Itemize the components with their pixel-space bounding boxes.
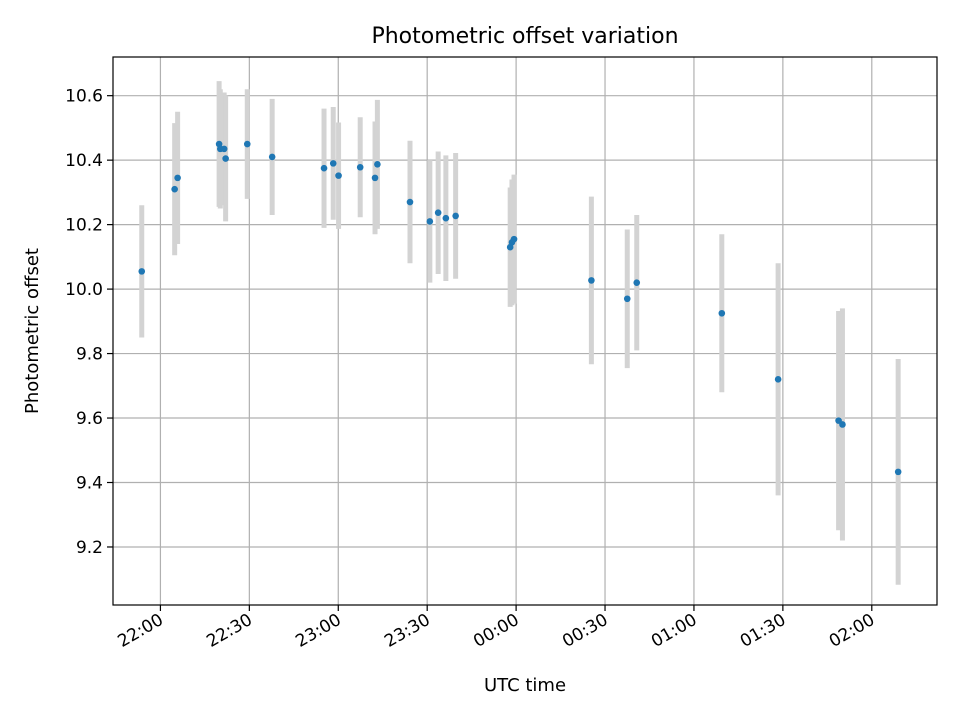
data-point — [633, 279, 641, 286]
data-point — [174, 174, 181, 182]
y-tick-label: 9.8 — [76, 345, 103, 365]
data-point — [894, 468, 902, 476]
plot-frame — [112, 56, 938, 606]
data-point — [510, 235, 518, 243]
data-point — [220, 145, 228, 153]
data-point — [138, 268, 146, 275]
y-tick-label: 9.4 — [76, 474, 103, 494]
grid — [113, 57, 937, 605]
y-tick-label: 9.2 — [76, 538, 103, 558]
data-point — [623, 295, 631, 303]
data-point — [222, 155, 229, 162]
data-point — [329, 160, 337, 167]
data-points — [138, 140, 902, 476]
data-point — [774, 376, 782, 383]
data-point — [426, 218, 434, 225]
y-axis-label: Photometric offset — [22, 248, 43, 414]
data-point — [442, 214, 450, 222]
y-axis-ticks: 9.2 9.4 9.6 9.8 10.0 10.2 10.4 10.6 — [65, 87, 113, 558]
data-point — [406, 198, 414, 206]
data-point — [588, 277, 595, 284]
y-tick-label: 10.4 — [65, 151, 103, 171]
data-point — [839, 421, 846, 428]
chart-title: Photometric offset variation — [371, 24, 678, 49]
data-point — [452, 212, 459, 220]
y-tick-label: 10.2 — [65, 216, 103, 236]
data-point — [320, 164, 328, 172]
y-tick-label: 10.6 — [65, 87, 103, 107]
data-point — [268, 153, 276, 161]
y-tick-label: 10.0 — [65, 280, 103, 300]
data-point — [718, 309, 726, 317]
data-point — [171, 185, 178, 193]
data-point — [356, 163, 364, 171]
y-tick-label: 9.6 — [76, 409, 103, 429]
data-point — [335, 172, 342, 179]
data-point — [243, 140, 251, 148]
data-point — [434, 209, 442, 216]
data-point — [371, 174, 379, 182]
data-point — [374, 161, 381, 168]
x-axis-label: UTC time — [484, 675, 566, 696]
